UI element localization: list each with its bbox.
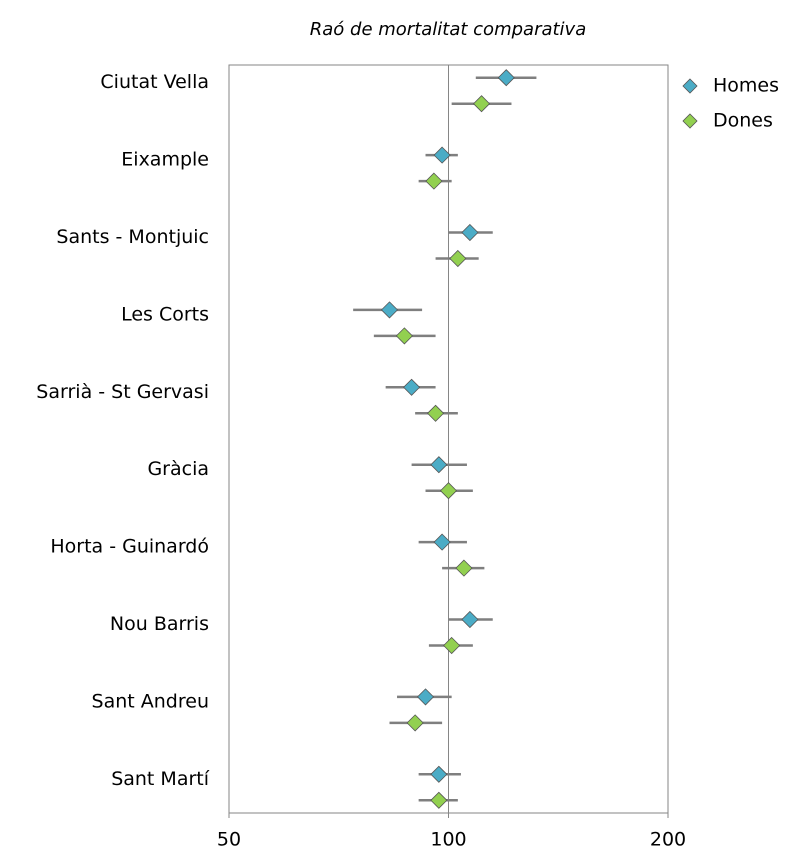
point [380,301,399,319]
point [449,249,467,268]
x-tick-label: 100 [430,829,466,851]
chart-title: Raó de mortalitat comparativa [310,19,586,40]
category-label: Sant Andreu [92,690,209,712]
point [433,533,451,551]
point [395,327,413,345]
legend-label: Dones [713,110,773,132]
point [443,636,461,655]
point [455,559,473,577]
point [461,223,479,242]
x-tick-label: 50 [217,829,241,851]
point [433,146,451,164]
point [406,714,424,732]
category-label: Ciutat Vella [100,71,209,93]
point [430,765,448,783]
category-label: Horta - Guinardó [50,536,209,558]
x-tick-label: 200 [650,829,686,851]
legend-label: Homes [713,75,779,97]
point [497,69,515,87]
point [472,95,491,113]
point [425,172,443,190]
category-label: Sant Martí [111,768,210,790]
point [430,791,448,809]
category-label: Eixample [121,149,209,171]
point [427,404,445,422]
category-label: Gràcia [147,458,209,480]
category-label: Sants - Montjuic [56,226,209,248]
point [403,378,421,396]
point [439,482,458,500]
point [430,456,448,474]
category-label: Les Corts [121,303,209,325]
point [416,688,435,706]
legend-marker [682,113,698,129]
point [461,610,479,629]
category-label: Nou Barris [110,613,209,635]
legend-marker [682,78,698,94]
category-label: Sarrià - St Gervasi [36,381,209,403]
